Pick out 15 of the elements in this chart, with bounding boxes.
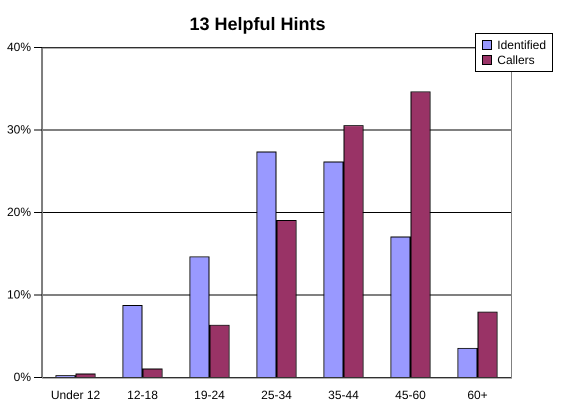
y-tick-label: 0% <box>14 370 32 384</box>
x-tick-label: 60+ <box>467 388 488 402</box>
x-tick-label: 25-34 <box>261 388 292 402</box>
x-tick-label: 45-60 <box>395 388 426 402</box>
y-tick-label: 30% <box>6 122 32 136</box>
x-tick-label: 35-44 <box>328 388 360 402</box>
x-tick-label: 19-24 <box>194 388 226 402</box>
y-tick-label: 40% <box>6 40 32 54</box>
y-tick-label: 10% <box>6 287 32 302</box>
chart-title: 13 Helpful Hints <box>189 14 326 34</box>
x-tick-label: Under 12 <box>50 388 101 402</box>
legend-label: Callers <box>497 53 535 67</box>
y-tick-label: 20% <box>6 204 32 219</box>
x-tick-label: 12-18 <box>127 388 158 402</box>
legend-label: Identified <box>497 38 546 52</box>
